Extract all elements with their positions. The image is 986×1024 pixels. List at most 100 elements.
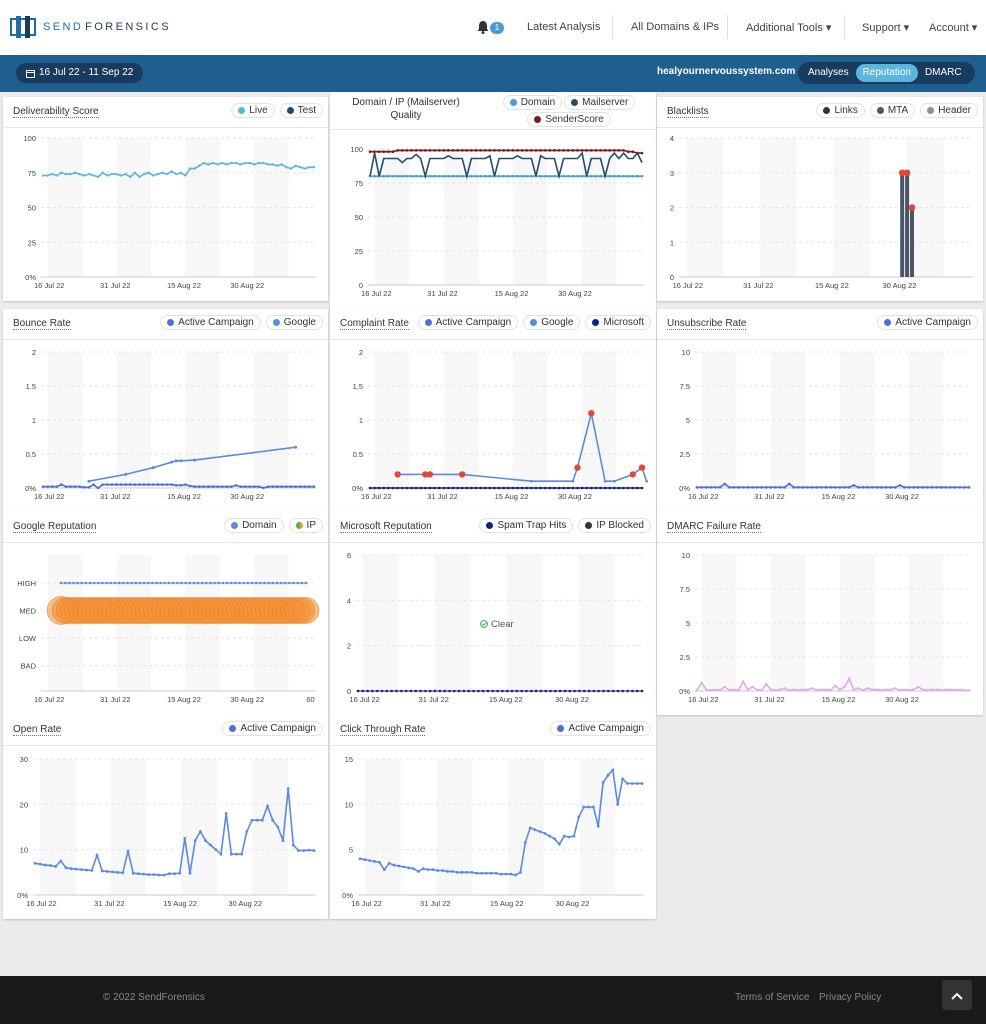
spam-trap-series-point [607,689,610,693]
active-campaign-series-point [611,768,615,772]
active-campaign-series-point [55,485,59,488]
legend-microsoft[interactable]: Microsoft [585,315,651,330]
panel-title[interactable]: Complaint Rate [340,318,409,330]
active-campaign-series-point [229,852,233,856]
active-campaign-series-point [220,485,224,488]
y-tick-label: 0.5 [26,450,36,459]
legend-spam-trap-hits[interactable]: Spam Trap Hits [479,518,574,533]
terms-link[interactable]: Terms of Service [735,992,810,1003]
spam-trap-series-point [491,689,495,693]
nav-account[interactable]: Account ▾ [929,22,978,34]
notification-badge[interactable]: 1 [490,22,504,34]
panel-title[interactable]: Bounce Rate [13,318,71,330]
active-campaign-series-point [235,852,238,856]
microsoft-series-point [396,486,399,490]
active-campaign-series-point [157,873,161,877]
legend-google[interactable]: Google [523,315,581,330]
active-campaign-series-point [949,486,952,489]
y-tick-label: 75 [28,169,36,178]
live-series-point [294,164,297,167]
panel-title[interactable]: Blacklists [667,106,709,118]
nav-support[interactable]: Support ▾ [862,22,910,34]
legend-ip-blocked[interactable]: IP Blocked [578,518,651,533]
panel-title[interactable]: DMARC Failure Rate [667,521,761,533]
spam-trap-series-point [390,689,393,693]
mailserver-series-line [369,151,643,180]
tab-dmarc[interactable]: DMARC [924,67,962,78]
senderscore-series-point [382,150,386,154]
legend-domain[interactable]: Domain [502,95,563,110]
y-tick-label: 0% [342,891,353,900]
legend-mta[interactable]: MTA [869,103,916,118]
senderscore-series-point [511,149,515,152]
senderscore-series-point [571,149,575,152]
active-campaign-series-point [179,483,183,487]
active-campaign-series-point [101,483,105,486]
nav-all-domains[interactable]: All Domains & IPs [631,21,720,33]
domain-series-point [640,174,644,178]
legend-swatch [424,319,432,326]
senderscore-series-point [589,149,593,152]
senderscore-series-point [562,149,565,152]
legend-label: Links [834,105,858,116]
legend-header[interactable]: Header [920,103,978,118]
legend-label: IP [306,520,316,531]
active-campaign-series-point [528,826,532,830]
panel-title[interactable]: Unsubscribe Rate [667,318,747,330]
legend-active-campaign[interactable]: Active Campaign [222,721,323,736]
panel-title[interactable]: Open Rate [13,724,62,736]
y-tick-label: 0% [25,273,36,282]
legend-domain[interactable]: Domain [224,518,284,533]
plot-band [908,352,944,488]
senderscore-series-point [373,150,376,154]
legend-active-campaign[interactable]: Active Campaign [550,721,651,736]
dmarc-series-point [764,683,768,686]
privacy-link[interactable]: Privacy Policy [819,992,882,1003]
legend-senderscore[interactable]: SenderScore [527,112,611,127]
panel-complaint-rate: Complaint Rate Active Campaign Google Mi… [330,309,656,512]
tab-reputation[interactable]: Reputation [855,64,918,82]
legend-links[interactable]: Links [816,103,865,118]
date-range-picker[interactable]: 16 Jul 22 - 11 Sep 22 [16,63,144,83]
legend-google[interactable]: Google [265,315,323,330]
nav-latest-analysis[interactable]: Latest Analysis [527,21,601,33]
live-series-point [92,174,95,177]
dmarc-series-point [857,687,860,690]
panel-title[interactable]: Microsoft Reputation [340,521,432,533]
panel-title[interactable]: Domain / IP (Mailserver) Quality [352,97,460,121]
legend-ip[interactable]: IP [288,518,323,533]
panel-title[interactable]: Google Reputation [13,521,97,533]
microsoft-series-point [424,486,427,490]
domain-series-point [63,581,67,585]
nav-additional-tools[interactable]: Additional Tools ▾ [746,22,832,34]
panel-click-through-rate: Click Through Rate Active Campaign 15 10 5… [330,715,656,919]
legend-test[interactable]: Test [279,103,323,118]
bell-icon[interactable] [477,20,489,34]
domain-series-point [259,581,262,585]
microsoft-series-point [626,486,630,490]
legend-active-campaign[interactable]: Active Campaign [877,315,978,330]
active-campaign-series-point [944,486,948,489]
back-to-top-button[interactable] [942,980,972,1010]
active-campaign-series-point [85,868,89,872]
x-tick-label: 30 Aug 22 [228,899,262,908]
chart-legend: Active Campaign Google [160,315,323,330]
brand-logo[interactable]: SEND FORENSICS [10,14,171,40]
panel-title[interactable]: Click Through Rate [340,724,426,736]
y-tick-label: 5 [349,846,353,855]
tab-analyses[interactable]: Analyses [808,67,849,78]
dmarc-series-point [884,688,888,691]
legend-active-campaign[interactable]: Active Campaign [160,315,261,330]
legend-mailserver[interactable]: Mailserver [564,95,636,110]
legend-active-campaign[interactable]: Active Campaign [417,315,519,330]
legend-swatch [486,522,494,529]
legend-swatch [167,319,175,326]
dmarc-series-point [903,688,906,691]
panel-title[interactable]: Deliverability Score [13,106,99,118]
domain-series-point [217,581,221,585]
domain-series-point [267,581,270,585]
active-campaign-series-point [499,872,503,876]
dmarc-series-point [700,681,703,685]
legend-live[interactable]: Live [231,103,275,118]
domain-series-point [296,581,299,585]
